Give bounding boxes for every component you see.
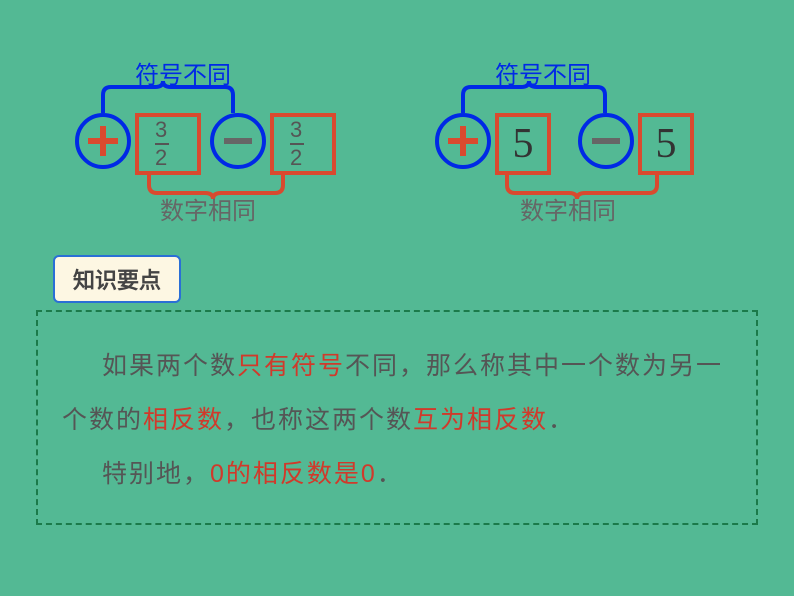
plus-circle-icon bbox=[435, 113, 491, 169]
text-segment: ． bbox=[377, 460, 404, 488]
fraction-den: 2 bbox=[155, 147, 167, 169]
minus-circle-icon bbox=[210, 113, 266, 169]
text-segment: ，也称这两个数 bbox=[224, 406, 413, 434]
highlight-text: 互为相反数 bbox=[413, 406, 548, 434]
value-box-right: 3 2 bbox=[270, 113, 336, 175]
text-segment: ． bbox=[548, 406, 575, 434]
num-same-label: 数字相同 bbox=[160, 191, 256, 226]
fraction-value: 3 2 bbox=[155, 119, 169, 169]
number-value: 5 bbox=[656, 120, 677, 168]
knowledge-point-badge: 知识要点 bbox=[53, 255, 181, 303]
highlight-text: 相反数 bbox=[143, 406, 224, 434]
fraction-num: 3 bbox=[155, 119, 167, 141]
definition-paragraph-1: 如果两个数只有符号不同，那么称其中一个数为另一个数的相反数，也称这两个数互为相反… bbox=[62, 340, 732, 448]
fraction-den: 2 bbox=[290, 147, 302, 169]
highlight-text: 只有符号 bbox=[237, 352, 345, 380]
fraction-value: 3 2 bbox=[290, 119, 304, 169]
highlight-text: 0的相反数是0 bbox=[210, 460, 377, 488]
value-box-left: 3 2 bbox=[135, 113, 201, 175]
diagram-area: 符号不同 3 2 3 2 数字相同 符号不同 bbox=[0, 55, 794, 235]
value-box-right: 5 bbox=[638, 113, 694, 175]
plus-circle-icon bbox=[75, 113, 131, 169]
text-segment: 特别地， bbox=[102, 460, 210, 488]
num-same-label: 数字相同 bbox=[520, 191, 616, 226]
value-box-left: 5 bbox=[495, 113, 551, 175]
definition-box: 如果两个数只有符号不同，那么称其中一个数为另一个数的相反数，也称这两个数互为相反… bbox=[36, 310, 758, 525]
definition-paragraph-2: 特别地，0的相反数是0． bbox=[62, 448, 732, 502]
number-value: 5 bbox=[513, 120, 534, 168]
text-segment: 如果两个数 bbox=[102, 352, 237, 380]
minus-circle-icon bbox=[578, 113, 634, 169]
fraction-num: 3 bbox=[290, 119, 302, 141]
